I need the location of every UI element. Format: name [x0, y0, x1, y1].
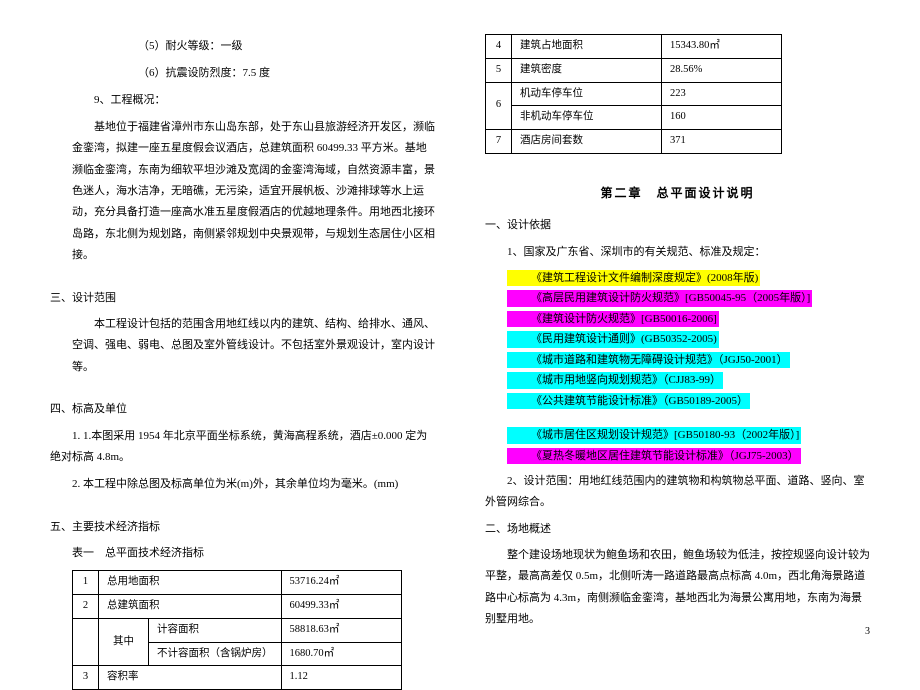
ref-item: 《城市道路和建筑物无障碍设计规范》（JGJ50-2001）: [507, 352, 790, 369]
cell-label: 计容面积: [149, 618, 282, 642]
table-left: 1 总用地面积 53716.24㎡ 2 总建筑面积 60499.33㎡ 其中 计…: [72, 570, 402, 690]
left-column: （5）耐火等级：一级 （6）抗震设防烈度：7.5 度 9、工程概况： 基地位于福…: [50, 30, 435, 690]
item-5: （5）耐火等级：一级: [50, 36, 435, 57]
cell-label: 总用地面积: [99, 571, 282, 595]
ref-item: 《建筑设计防火规范》[GB50016-2006]: [507, 311, 719, 328]
cell-value: 60499.33㎡: [281, 595, 401, 619]
s1-1: 1、国家及广东省、深圳市的有关规范、标准及规定：: [485, 242, 870, 263]
cell-value: 1680.70㎡: [281, 642, 401, 666]
table-row: 7 酒店房间套数 371: [486, 130, 782, 154]
cell-value: 1.12: [281, 666, 401, 690]
cell-mid: 其中: [99, 618, 149, 666]
ref-item: 《城市用地竖向规划规范》（CJJ83-99）: [507, 372, 723, 389]
ref-item: 《民用建筑设计通则》(GB50352-2005): [507, 331, 719, 348]
sec3-title: 三、设计范围: [50, 288, 435, 309]
cell-label: 容积率: [99, 666, 282, 690]
ref-item: 《城市居住区规划设计规范》[GB50180-93（2002年版）]: [507, 427, 801, 444]
s2-para: 整个建设场地现状为鲍鱼场和农田，鲍鱼场较为低洼，按控规竖向设计较为平整，最高高差…: [485, 545, 870, 631]
table-row: 5 建筑密度 28.56%: [486, 58, 782, 82]
cell-label: 总建筑面积: [99, 595, 282, 619]
sec9-title: 9、工程概况：: [50, 90, 435, 111]
table-row: 非机动车停车位 160: [486, 106, 782, 130]
cell-label: 不计容面积（含锅炉房）: [149, 642, 282, 666]
table-row: 1 总用地面积 53716.24㎡: [73, 571, 402, 595]
ref-item: 《公共建筑节能设计标准》（GB50189-2005）: [507, 393, 750, 410]
right-column: 4 建筑占地面积 15343.80㎡ 5 建筑密度 28.56% 6 机动车停车…: [485, 30, 870, 690]
s2-title: 二、场地概述: [485, 519, 870, 540]
chapter-title: 第二章 总平面设计说明: [485, 184, 870, 201]
cell-num: 2: [73, 595, 99, 619]
sec4-2: 2. 本工程中除总图及标高单位为米(m)外，其余单位均为毫米。(mm): [50, 474, 435, 495]
table-row: 其中 计容面积 58818.63㎡: [73, 618, 402, 642]
s1-title: 一、设计依据: [485, 215, 870, 236]
table-row: 6 机动车停车位 223: [486, 82, 782, 106]
table-row: 4 建筑占地面积 15343.80㎡: [486, 35, 782, 59]
sec3-para: 本工程设计包括的范围含用地红线以内的建筑、结构、给排水、通风、空调、强电、弱电、…: [50, 314, 435, 378]
sec5-title: 五、主要技术经济指标: [50, 517, 435, 538]
ref-item: 《建筑工程设计文件编制深度规定》(2008年版): [507, 270, 760, 287]
sec4-title: 四、标高及单位: [50, 399, 435, 420]
cell-value: 58818.63㎡: [281, 618, 401, 642]
table-right: 4 建筑占地面积 15343.80㎡ 5 建筑密度 28.56% 6 机动车停车…: [485, 34, 782, 154]
page-number: 3: [865, 626, 870, 637]
sec9-para: 基地位于福建省漳州市东山岛东部，处于东山县旅游经济开发区，濒临金銮湾，拟建一座五…: [50, 117, 435, 267]
sec4-1: 1. 1.本图采用 1954 年北京平面坐标系统，黄海高程系统，酒店±0.000…: [50, 426, 435, 468]
s1-2: 2、设计范围：用地红线范围内的建筑物和构筑物总平面、道路、竖向、室外管网综合。: [485, 471, 870, 513]
cell-value: 53716.24㎡: [281, 571, 401, 595]
item-6: （6）抗震设防烈度：7.5 度: [50, 63, 435, 84]
ref-item: 《高层民用建筑设计防火规范》[GB50045-95（2005年版）]: [507, 290, 812, 307]
table-caption: 表一 总平面技术经济指标: [50, 543, 435, 564]
cell-num: 3: [73, 666, 99, 690]
table-row: 3 容积率 1.12: [73, 666, 402, 690]
table-row: 2 总建筑面积 60499.33㎡: [73, 595, 402, 619]
ref-item: 《夏热冬暖地区居住建筑节能设计标准》（JGJ75-2003）: [507, 448, 801, 465]
cell-num: 1: [73, 571, 99, 595]
